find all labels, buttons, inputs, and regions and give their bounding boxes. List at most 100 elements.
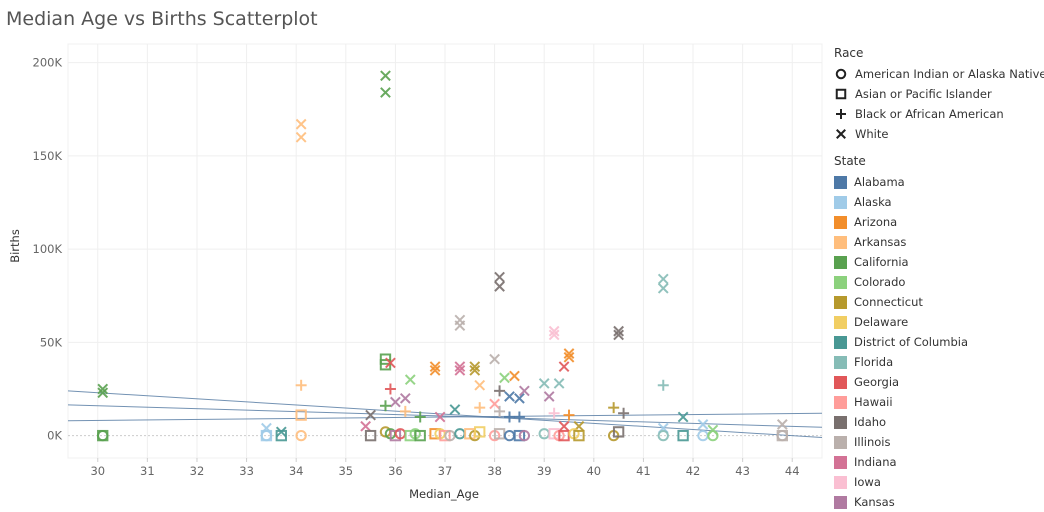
state-legend-item[interactable]: Connecticut xyxy=(834,292,968,312)
data-point[interactable] xyxy=(677,411,689,423)
data-point[interactable] xyxy=(260,429,273,442)
state-legend-item[interactable]: California xyxy=(834,252,968,272)
data-point[interactable] xyxy=(385,357,396,369)
data-point[interactable] xyxy=(389,429,402,442)
race-legend-item[interactable]: American Indian or Alaska Native xyxy=(834,64,1044,84)
data-point[interactable] xyxy=(390,396,401,408)
data-point[interactable] xyxy=(275,429,287,442)
data-point[interactable] xyxy=(404,374,416,386)
data-point[interactable] xyxy=(538,378,550,389)
state-legend-item[interactable]: Idaho xyxy=(834,412,968,432)
state-legend-item[interactable]: Hawaii xyxy=(834,392,968,412)
state-legend-item[interactable]: Indiana xyxy=(834,452,968,472)
data-point[interactable] xyxy=(548,329,560,341)
data-point[interactable] xyxy=(553,378,565,389)
data-point[interactable] xyxy=(295,429,307,442)
data-point[interactable] xyxy=(469,361,481,373)
data-point[interactable] xyxy=(677,429,689,442)
data-point[interactable] xyxy=(474,426,486,438)
state-legend-item[interactable]: Florida xyxy=(834,352,968,372)
data-point[interactable] xyxy=(558,420,570,432)
data-point[interactable] xyxy=(548,407,560,419)
race-legend-item[interactable]: White xyxy=(834,124,1044,144)
data-point[interactable] xyxy=(573,429,585,442)
race-legend-item[interactable]: Black or African American xyxy=(834,104,1044,124)
data-point[interactable] xyxy=(434,411,446,423)
data-point[interactable] xyxy=(494,405,506,417)
state-legend-item[interactable]: Arkansas xyxy=(834,232,968,252)
data-point[interactable] xyxy=(558,361,570,373)
data-point[interactable] xyxy=(608,402,620,414)
data-point[interactable] xyxy=(380,87,391,98)
data-point[interactable] xyxy=(469,364,481,376)
data-point[interactable] xyxy=(364,429,377,442)
race-legend-item[interactable]: Asian or Pacific Islander xyxy=(834,84,1044,104)
data-point[interactable] xyxy=(474,402,486,414)
data-point[interactable] xyxy=(360,420,372,432)
data-point[interactable] xyxy=(657,273,669,285)
data-point[interactable] xyxy=(97,429,109,442)
data-point[interactable] xyxy=(365,409,376,421)
data-point[interactable] xyxy=(499,372,510,384)
data-point[interactable] xyxy=(399,405,411,417)
data-point[interactable] xyxy=(509,370,520,382)
data-point[interactable] xyxy=(429,364,441,376)
state-legend-item[interactable]: Alaska xyxy=(834,192,968,212)
data-point[interactable] xyxy=(613,329,625,341)
data-point[interactable] xyxy=(543,391,555,402)
data-point[interactable] xyxy=(494,385,506,397)
data-point[interactable] xyxy=(513,411,525,423)
data-point[interactable] xyxy=(618,407,630,419)
data-point[interactable] xyxy=(657,282,669,294)
data-point[interactable] xyxy=(776,429,788,442)
state-legend-item[interactable]: Alabama xyxy=(834,172,968,192)
state-legend-item[interactable]: Colorado xyxy=(834,272,968,292)
state-legend-item[interactable]: Kansas xyxy=(834,492,968,512)
data-point[interactable] xyxy=(489,353,500,365)
data-point[interactable] xyxy=(697,429,709,442)
data-point[interactable] xyxy=(657,429,669,442)
data-point[interactable] xyxy=(454,320,466,331)
data-point[interactable] xyxy=(454,428,466,440)
state-legend-item[interactable]: Delaware xyxy=(834,312,968,332)
data-point[interactable] xyxy=(563,348,575,359)
state-legend-item[interactable]: Iowa xyxy=(834,472,968,492)
data-point[interactable] xyxy=(613,325,625,337)
data-point[interactable] xyxy=(379,359,392,371)
data-point[interactable] xyxy=(380,70,391,82)
data-point[interactable] xyxy=(295,118,307,130)
data-point[interactable] xyxy=(429,361,441,373)
data-point[interactable] xyxy=(504,391,515,402)
state-legend-item[interactable]: Arizona xyxy=(834,212,968,232)
data-point[interactable] xyxy=(97,383,109,395)
data-point[interactable] xyxy=(295,379,307,391)
data-point[interactable] xyxy=(776,419,788,430)
data-point[interactable] xyxy=(657,379,669,391)
data-point[interactable] xyxy=(379,400,391,412)
data-point[interactable] xyxy=(503,411,515,423)
data-point[interactable] xyxy=(612,426,625,438)
data-point[interactable] xyxy=(513,429,526,442)
data-point[interactable] xyxy=(697,419,709,430)
data-point[interactable] xyxy=(489,398,500,410)
data-point[interactable] xyxy=(454,364,466,376)
data-point[interactable] xyxy=(518,385,530,397)
data-point[interactable] xyxy=(449,404,461,415)
data-point[interactable] xyxy=(399,392,411,404)
data-point[interactable] xyxy=(563,351,575,363)
data-point[interactable] xyxy=(384,383,396,395)
data-point[interactable] xyxy=(518,429,531,442)
data-point[interactable] xyxy=(295,131,307,143)
data-point[interactable] xyxy=(414,429,426,442)
data-point[interactable] xyxy=(474,379,486,391)
data-point[interactable] xyxy=(563,409,575,421)
data-point[interactable] xyxy=(414,411,426,423)
data-point[interactable] xyxy=(97,387,109,399)
data-point[interactable] xyxy=(295,409,307,421)
data-point[interactable] xyxy=(439,429,451,442)
data-point[interactable] xyxy=(494,281,505,292)
data-point[interactable] xyxy=(454,361,466,373)
data-point[interactable] xyxy=(548,325,560,337)
state-legend-item[interactable]: District of Columbia xyxy=(834,332,968,352)
state-legend-item[interactable]: Illinois xyxy=(834,432,968,452)
